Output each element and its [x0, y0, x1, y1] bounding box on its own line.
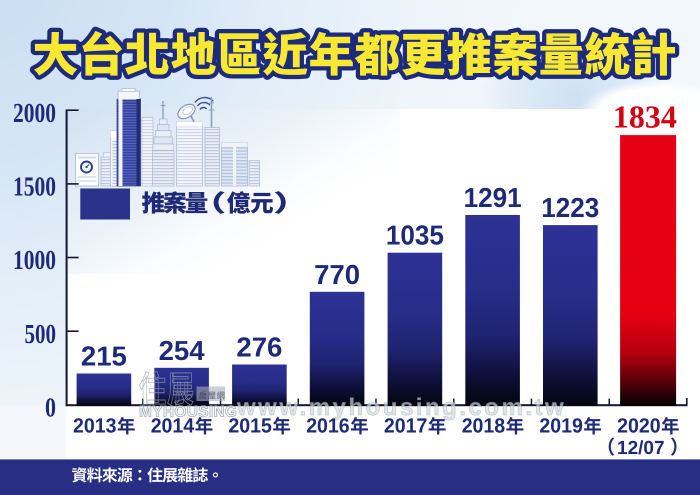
- svg-text:1500: 1500: [13, 171, 56, 202]
- svg-text:0: 0: [45, 392, 56, 423]
- svg-text:2017: 2017: [384, 415, 428, 438]
- svg-text:276: 276: [236, 332, 282, 363]
- svg-text:2013: 2013: [73, 415, 117, 438]
- svg-text:500: 500: [25, 318, 57, 349]
- svg-text:1291: 1291: [464, 182, 522, 213]
- svg-text:www.myhousing.com.tw: www.myhousing.com.tw: [236, 394, 566, 421]
- svg-text:1223: 1223: [541, 192, 599, 223]
- svg-text:2019: 2019: [539, 415, 583, 438]
- svg-text:2020: 2020: [617, 415, 661, 438]
- svg-text:2015: 2015: [228, 415, 272, 438]
- svg-text:1000: 1000: [13, 244, 56, 275]
- svg-text:215: 215: [81, 341, 127, 372]
- svg-text:2018: 2018: [462, 415, 506, 438]
- svg-text:12/07: 12/07: [617, 438, 665, 459]
- svg-text:1035: 1035: [386, 220, 444, 251]
- svg-text:254: 254: [159, 335, 206, 366]
- svg-text:2016: 2016: [306, 415, 350, 438]
- svg-text:2000: 2000: [13, 97, 56, 128]
- svg-text:770: 770: [314, 259, 360, 290]
- svg-text:MYHOUSING: MYHOUSING: [139, 404, 237, 421]
- svg-text:2014: 2014: [151, 415, 195, 438]
- svg-text:1834: 1834: [613, 99, 677, 135]
